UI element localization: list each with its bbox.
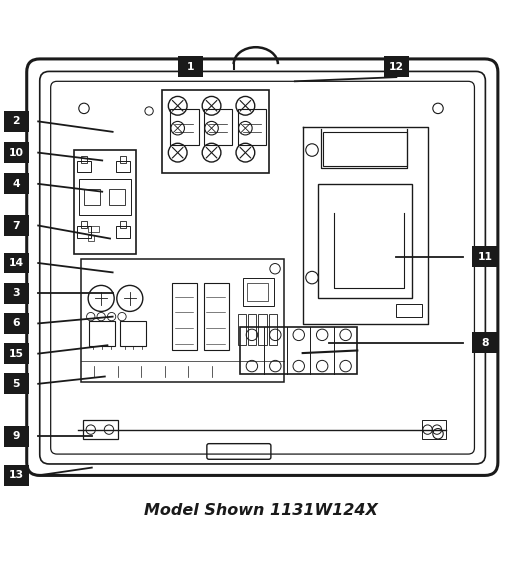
Text: 11: 11 bbox=[477, 252, 492, 262]
Text: 8: 8 bbox=[481, 338, 489, 348]
Bar bbox=[120, 221, 126, 228]
Bar bbox=[120, 156, 126, 163]
Bar bbox=[88, 226, 99, 232]
Bar bbox=[4, 426, 29, 447]
Text: 12: 12 bbox=[389, 62, 404, 72]
Bar bbox=[324, 132, 407, 166]
Text: 10: 10 bbox=[9, 147, 24, 158]
Bar bbox=[384, 56, 409, 77]
Bar bbox=[4, 373, 29, 394]
Bar bbox=[77, 226, 91, 237]
Bar bbox=[269, 314, 277, 345]
Bar bbox=[318, 184, 412, 298]
Text: 5: 5 bbox=[13, 379, 20, 389]
Text: Model Shown 1131W124X: Model Shown 1131W124X bbox=[144, 503, 378, 518]
Text: 13: 13 bbox=[9, 471, 24, 480]
Bar bbox=[81, 221, 87, 228]
Bar bbox=[121, 321, 147, 346]
Bar bbox=[116, 161, 130, 172]
Bar bbox=[172, 283, 197, 350]
Bar bbox=[4, 283, 29, 304]
Bar bbox=[238, 109, 266, 145]
Bar bbox=[178, 56, 203, 77]
Bar bbox=[170, 109, 198, 145]
Bar bbox=[204, 109, 232, 145]
Text: 3: 3 bbox=[13, 288, 20, 298]
Bar bbox=[4, 465, 29, 486]
Bar bbox=[238, 314, 246, 345]
Bar bbox=[4, 215, 29, 236]
Bar bbox=[4, 173, 29, 194]
Bar bbox=[204, 283, 229, 350]
Text: 1: 1 bbox=[187, 62, 195, 72]
Bar bbox=[109, 189, 125, 204]
Bar bbox=[248, 314, 256, 345]
Text: 7: 7 bbox=[13, 221, 20, 230]
Bar bbox=[89, 321, 115, 346]
Bar bbox=[240, 327, 358, 374]
Bar bbox=[4, 111, 29, 132]
Bar bbox=[83, 420, 118, 439]
Text: 15: 15 bbox=[9, 348, 24, 359]
Bar bbox=[162, 90, 269, 173]
Bar bbox=[116, 226, 130, 237]
Bar bbox=[472, 332, 497, 353]
Bar bbox=[243, 278, 274, 306]
Bar bbox=[77, 161, 91, 172]
Bar bbox=[4, 343, 29, 364]
Bar bbox=[258, 314, 267, 345]
Text: 2: 2 bbox=[13, 116, 20, 126]
Bar bbox=[84, 189, 100, 204]
Bar bbox=[4, 142, 29, 163]
Bar bbox=[4, 313, 29, 334]
Text: 4: 4 bbox=[13, 179, 20, 189]
Text: 14: 14 bbox=[9, 258, 24, 268]
Bar bbox=[472, 247, 497, 267]
Bar bbox=[81, 259, 284, 382]
Bar bbox=[4, 253, 29, 274]
Bar bbox=[396, 304, 422, 317]
Text: 9: 9 bbox=[13, 431, 20, 441]
Bar bbox=[88, 236, 94, 241]
Bar bbox=[74, 150, 136, 254]
Bar bbox=[79, 179, 131, 215]
Bar bbox=[81, 156, 87, 163]
Bar bbox=[247, 283, 268, 301]
Text: 6: 6 bbox=[13, 319, 20, 328]
Bar bbox=[422, 420, 446, 439]
